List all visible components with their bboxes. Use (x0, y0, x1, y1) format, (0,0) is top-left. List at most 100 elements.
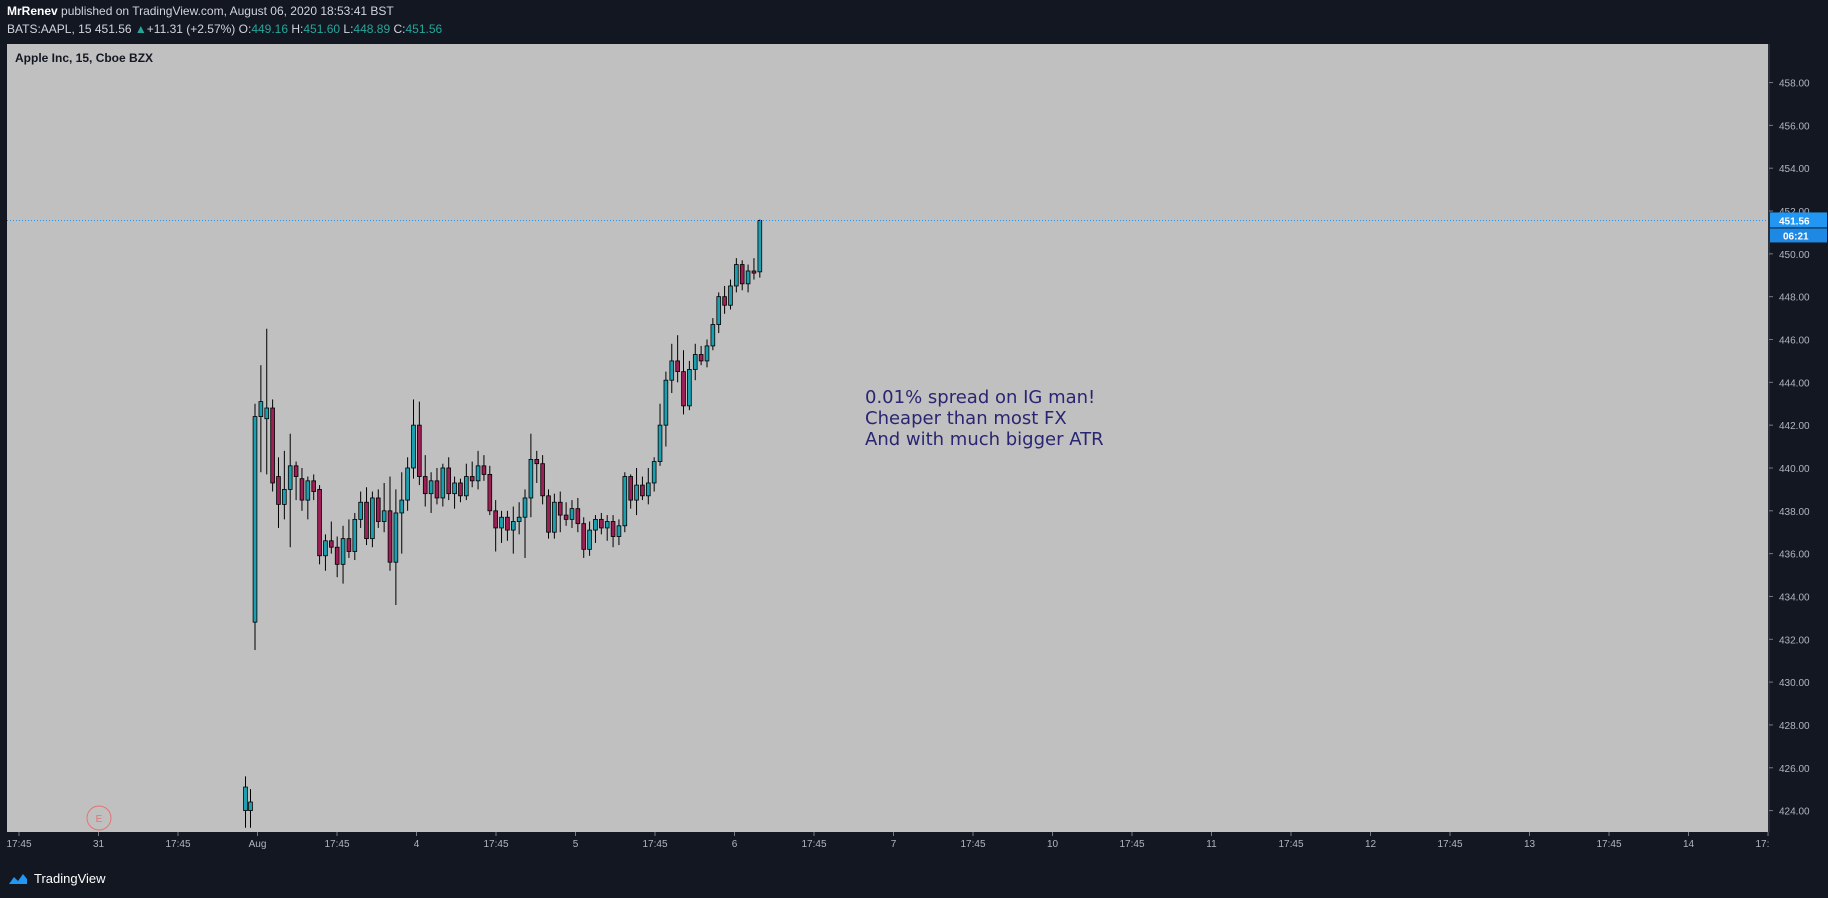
candle (346, 519, 352, 558)
candle-body (716, 296, 722, 325)
chart-area[interactable]: Apple Inc, 15, Cboe BZX 0.01% spread on … (7, 44, 1828, 854)
close-label: C: (393, 22, 406, 36)
price-tick-label: 450.00 (1779, 250, 1810, 261)
candle-body (751, 270, 757, 274)
candle-body (628, 476, 633, 501)
chart-title: Apple Inc, 15, Cboe BZX (15, 51, 153, 65)
publish-info: MrRenev published on TradingView.com, Au… (7, 4, 394, 18)
countdown-tag (1770, 228, 1827, 243)
candle-body (645, 482, 651, 497)
annotation-line-1[interactable]: 0.01% spread on IG man! (865, 387, 1095, 408)
candle-body (252, 416, 258, 623)
published-text: published on TradingView.com, August 06,… (61, 4, 394, 18)
brand-name: TradingView (34, 871, 106, 886)
candle (704, 339, 710, 368)
time-tick-label: 17:45 (801, 839, 826, 850)
candle (645, 467, 651, 505)
candle-body (499, 516, 504, 529)
candle (387, 476, 393, 571)
candle-body (692, 354, 698, 370)
candle-body (757, 220, 763, 273)
candle-body (587, 529, 592, 550)
candle (734, 258, 739, 293)
candle-body (381, 510, 387, 522)
candles-group (243, 219, 763, 828)
candle (493, 500, 498, 552)
candle-body (739, 264, 745, 285)
time-tick-label: 17:45 (165, 839, 190, 850)
price-axis[interactable]: 424.00 426.00 428.00 430.00 432.00 434.00 436.… (1769, 44, 1828, 832)
candle (546, 489, 551, 539)
candle (411, 399, 416, 479)
candle (651, 457, 657, 492)
candle-body (669, 360, 675, 381)
price-tick-label: 428.00 (1779, 721, 1810, 732)
candle-body (505, 516, 510, 531)
candle-body (493, 510, 498, 529)
candle-body (364, 501, 369, 540)
candle (716, 292, 722, 334)
candle (739, 260, 745, 291)
candle-body (434, 480, 440, 499)
candle (434, 467, 440, 505)
time-axis[interactable]: 17:45 31 17:45 Aug 17:45 4 17:45 5 17:45 6 17:45 7 1… (7, 832, 1769, 854)
candle-body (704, 345, 710, 362)
candle (270, 399, 275, 492)
countdown-tag-label: 06:21 (1783, 231, 1809, 242)
tradingview-logo[interactable]: TradingView (6, 871, 106, 886)
time-tick-label: 13 (1524, 839, 1536, 850)
candle (252, 403, 258, 650)
candle-body (282, 488, 287, 505)
candle-body (317, 488, 322, 557)
candlestick-chart[interactable]: Apple Inc, 15, Cboe BZX 0.01% spread on … (7, 44, 1769, 832)
candle-body (446, 467, 452, 495)
author-name[interactable]: MrRenev (7, 4, 58, 18)
candle (440, 463, 446, 507)
price-tick-label: 430.00 (1779, 678, 1810, 689)
candle-body (270, 407, 275, 484)
candle (329, 521, 334, 554)
candle (282, 450, 287, 520)
candle-body (452, 482, 457, 495)
candle-body (622, 476, 628, 527)
candle-body (417, 424, 422, 477)
candle-body (604, 521, 610, 529)
candle (616, 519, 622, 546)
candle-body (728, 285, 733, 306)
candle (522, 489, 528, 558)
candle (540, 455, 545, 505)
annotation-line-3[interactable]: And with much bigger ATR (865, 429, 1104, 450)
time-tick-label: Aug (249, 839, 267, 850)
candle-body (258, 401, 264, 417)
candle-body (375, 497, 381, 522)
candle-body (651, 461, 657, 484)
candle-body (710, 324, 716, 347)
candle (248, 789, 253, 828)
candle-body (458, 482, 463, 497)
time-tick-label: 17:45 (960, 839, 985, 850)
ohlc-legend: BATS:AAPL, 15 451.56 ▲+11.31 (+2.57%) O:… (7, 22, 442, 36)
candle-body (522, 497, 528, 518)
candle (340, 525, 346, 584)
candle-body (516, 516, 522, 522)
close-value: 451.56 (405, 22, 443, 36)
candle-body (510, 521, 516, 531)
candle (552, 493, 557, 539)
price-tag-label: 451.56 (1779, 216, 1810, 227)
candle (557, 491, 563, 533)
earnings-icon[interactable] (86, 805, 112, 831)
time-tick-label: 17:45 (1119, 839, 1144, 850)
candle-body (346, 538, 352, 552)
price-tick-label: 458.00 (1779, 79, 1810, 90)
time-tick-label: 31 (93, 839, 105, 850)
candle-body (663, 379, 669, 426)
candle-body (487, 474, 493, 512)
candle-body (687, 369, 692, 407)
price-tick-label: 436.00 (1779, 550, 1810, 561)
candle (243, 776, 248, 828)
time-tick-label: 14 (1683, 839, 1695, 850)
candle (481, 455, 487, 481)
candle (681, 350, 686, 415)
annotation-line-2[interactable]: Cheaper than most FX (865, 408, 1067, 429)
candle-body (340, 538, 346, 565)
